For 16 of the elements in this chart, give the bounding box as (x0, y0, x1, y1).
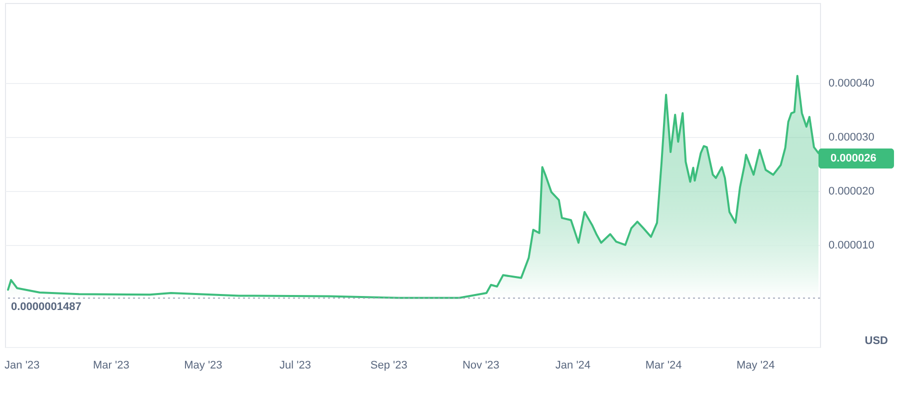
x-tick-label: May '24 (736, 360, 775, 372)
x-tick-label: Jan '23 (4, 360, 40, 372)
y-tick-label: 0.000020 (828, 185, 874, 198)
x-tick-label: Nov '23 (462, 360, 500, 372)
y-tick-label: 0.000040 (828, 77, 874, 90)
x-tick-label: Mar '23 (92, 360, 130, 372)
y-tick-label: 0.000030 (828, 131, 874, 144)
ref-line-label: 0.0000001487 (11, 301, 82, 314)
text: USD (864, 335, 888, 347)
x-tick-label: Mar '24 (645, 360, 682, 372)
x-tick-label: Jan '24 (555, 360, 591, 372)
x-tick-label: Jul '23 (280, 360, 312, 372)
annotation: 0.000026 (830, 152, 876, 165)
x-tick-label: May '23 (184, 360, 222, 372)
y-tick-label: 0.000010 (828, 239, 874, 252)
x-tick-label: Sep '23 (370, 360, 408, 372)
